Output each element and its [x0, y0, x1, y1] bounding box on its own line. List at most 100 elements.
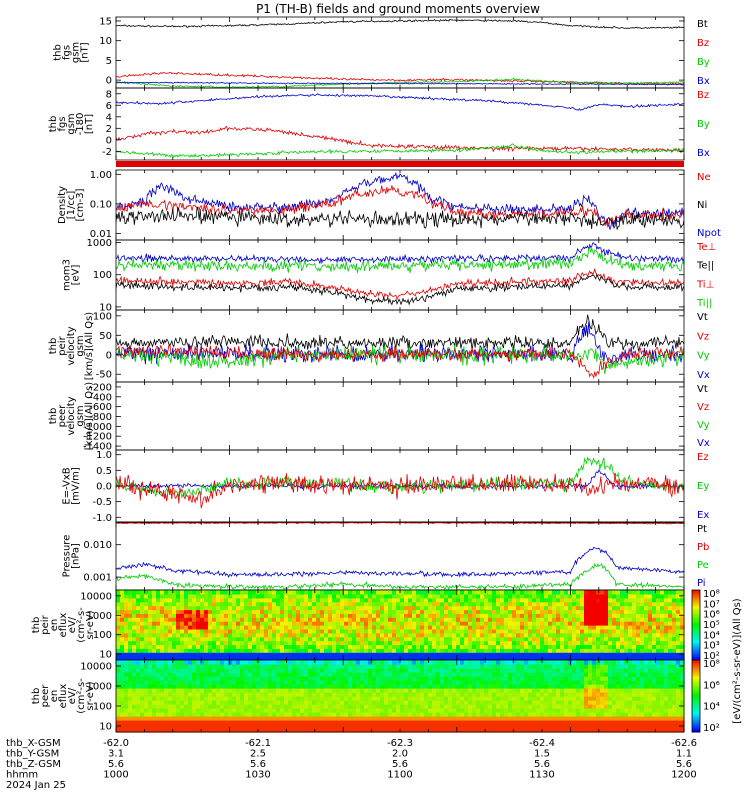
colorbar-label: 10⁴ [703, 702, 720, 713]
footer-value: -62.1 [245, 738, 271, 749]
y-tick-label: 10 [99, 302, 112, 313]
y-ticks-density: 0.01 0.10 1.00 [90, 170, 684, 240]
legend-entry: Ez [697, 452, 709, 463]
y-tick-label: 0 [106, 135, 112, 146]
legend-entry: Pi [697, 578, 706, 589]
panel-frame [115, 169, 685, 241]
y-tick-label: -800 [89, 412, 112, 423]
svg-text:[eV]: [eV] [71, 265, 82, 286]
legend-entry: Pt [697, 524, 707, 535]
y-tick-label: 5 [106, 56, 112, 67]
legend-entry: Ex [697, 510, 709, 521]
legend-density: Ne Ni Npot [697, 172, 721, 239]
svg-text:gsm: gsm [75, 405, 86, 426]
series-Ne [115, 185, 685, 226]
panel-density: 0.01 0.10 1.00 Density[1/cc][cm-3] Ne Ni Npot [57, 169, 721, 241]
y-tick-label: 1000 [87, 611, 112, 622]
series-group-fgs_gsm [115, 18, 685, 88]
svg-text:-180: -180 [75, 113, 86, 136]
panel-efield: -1.0 -0.5 0.0 0.5 1.0 E=-VxB[mV/m] Ez Ey Ex [62, 449, 709, 524]
y-tick-label: 2 [106, 124, 112, 135]
svg-text:thb: thb [53, 44, 64, 61]
svg-text:Density: Density [57, 186, 68, 224]
series-Ez [115, 472, 685, 509]
footer-value: 5.6 [534, 759, 550, 770]
y-tick-label: 10 [99, 721, 112, 732]
y-ticks-efield: -1.0 -0.5 0.0 0.5 1.0 [92, 450, 684, 524]
legend-fgs_gsm: Bt Bz By Bx [697, 19, 710, 87]
colorbar-label: 10² [703, 651, 720, 662]
panel-frame [115, 521, 685, 591]
legend-entry: Bt [697, 19, 708, 30]
y-tick-label: -1400 [83, 442, 112, 453]
footer-row-label: thb_Y-GSM [6, 749, 59, 760]
y-label-temperature: mom3[eV] [62, 259, 82, 291]
footer-value: 1130 [529, 770, 554, 781]
legend-entry: Vx [697, 370, 710, 381]
y-tick-label: -600 [89, 402, 112, 413]
colorbar-label: 10⁸ [703, 659, 720, 670]
y-ticks-fgs_gsm: 0 5 10 15 [99, 16, 684, 87]
series-group-pressure [115, 522, 685, 591]
colorbar-label: 10⁴ [703, 630, 720, 641]
footer-value: 1000 [103, 770, 128, 781]
svg-text:gsm: gsm [66, 113, 77, 134]
svg-text:Pressure: Pressure [62, 535, 73, 578]
y-tick-label: 1000 [87, 682, 112, 693]
series-Vx [115, 321, 685, 365]
svg-text:[mV/m]: [mV/m] [71, 467, 82, 505]
series-Bz [115, 126, 685, 154]
colorbar-label: 10⁶ [703, 680, 720, 691]
svg-text:fgs: fgs [57, 116, 68, 131]
legend-entry: Te|| [696, 261, 714, 272]
legend-entry: Vt [697, 384, 708, 395]
footer-row-label: hhmm [6, 770, 38, 781]
y-tick-label: 1000 [87, 238, 112, 249]
series-Pi [115, 546, 685, 579]
legend-entry: Te⊥ [696, 242, 716, 253]
footer-value: 5.6 [676, 759, 692, 770]
y-tick-label: -50 [96, 370, 112, 381]
legend-peer_velocity: Vt Vz Vy Vx [697, 384, 710, 449]
y-tick-label: 10 [99, 650, 112, 661]
orbit-footer: thb_X-GSM -62.0 -62.1 -62.3 -62.4 -62.6 thb_Y-… [6, 738, 697, 791]
svg-text:[cm-3]: [cm-3] [75, 188, 86, 221]
colorbar-label: 10² [703, 723, 720, 734]
svg-text:[nPa]: [nPa] [71, 543, 82, 569]
series-group-peir_velocity [115, 314, 685, 380]
svg-text:thb: thb [48, 338, 59, 355]
legend-entry: By [697, 57, 710, 68]
y-tick-label: 1.00 [90, 170, 112, 181]
y-tick-label: 0.001 [83, 573, 112, 584]
footer-value: 1030 [245, 770, 270, 781]
series-Ti|| [115, 246, 685, 274]
panel-temperature: 10 100 1000 mom3[eV] Te⊥ Te|| Ti⊥ Ti|| [62, 238, 717, 313]
svg-text:thb: thb [31, 617, 42, 634]
series-Vt [115, 314, 685, 352]
svg-text:thb: thb [48, 408, 59, 425]
svg-text:sr-eV): sr-eV) [85, 610, 96, 639]
legend-pressure: Pt Pb Pe Pi [697, 524, 709, 589]
svg-text:gsm: gsm [75, 335, 86, 356]
y-tick-label: -1.0 [92, 513, 112, 524]
legend-entry: Vy [697, 420, 710, 431]
footer-value: 1.5 [534, 749, 550, 760]
series-Ni [115, 206, 685, 230]
y-tick-label: -400 [89, 392, 112, 403]
footer-value: 5.6 [250, 759, 266, 770]
y-label-efield: E=-VxB[mV/m] [62, 467, 82, 505]
series-Bt [115, 18, 685, 30]
footer-value: 5.6 [392, 759, 408, 770]
series-Pe [115, 562, 685, 591]
svg-text:velocity: velocity [66, 326, 77, 365]
svg-text:en: en [49, 619, 60, 632]
legend-entry: Pe [697, 560, 709, 571]
